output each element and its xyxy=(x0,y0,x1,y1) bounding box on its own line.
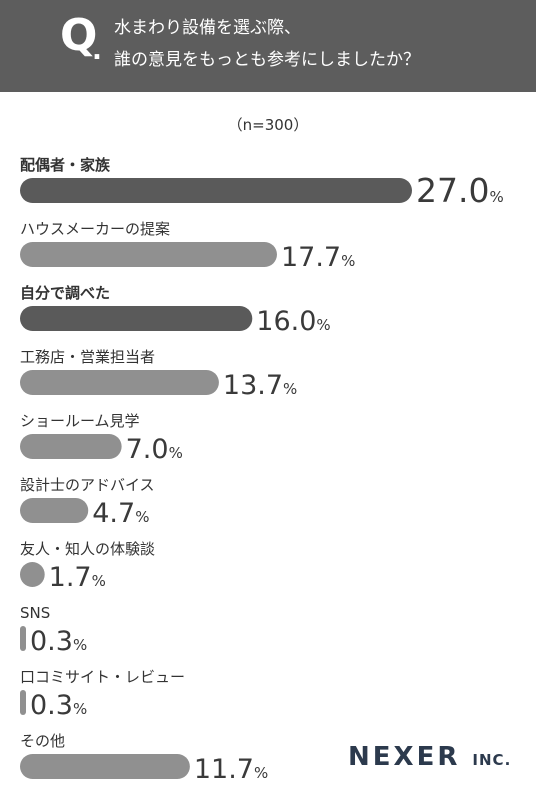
value-label: 27.0% xyxy=(416,171,504,210)
value-unit: % xyxy=(283,380,297,398)
value-unit: % xyxy=(92,572,106,590)
value-number: 1.7 xyxy=(49,562,92,593)
value-unit: % xyxy=(316,316,330,334)
category-label: 設計士のアドバイス xyxy=(20,476,155,494)
logo-main: NEXER xyxy=(348,742,461,772)
value-number: 17.7 xyxy=(281,242,341,273)
bar xyxy=(20,306,253,331)
question-line-1: 水まわり設備を選ぶ際、 xyxy=(114,18,301,38)
category-label: SNS xyxy=(20,604,50,622)
bar xyxy=(20,690,26,715)
sample-size-note: （n=300） xyxy=(227,116,309,134)
q-dot: . xyxy=(92,36,102,66)
category-label: ショールーム見学 xyxy=(20,412,140,430)
value-label: 0.3% xyxy=(30,626,87,657)
question-line-2: 誰の意見をもっとも参考にしましたか？ xyxy=(114,50,420,70)
value-label: 1.7% xyxy=(49,562,106,593)
value-unit: % xyxy=(73,636,87,654)
q-mark: Q xyxy=(60,10,98,61)
value-unit: % xyxy=(169,444,183,462)
value-number: 4.7 xyxy=(92,498,135,529)
value-unit: % xyxy=(135,508,149,526)
value-number: 0.3 xyxy=(30,626,73,657)
question-header: Q . 水まわり設備を選ぶ際、 誰の意見をもっとも参考にしましたか？ xyxy=(0,0,536,92)
bar xyxy=(20,178,412,203)
value-number: 7.0 xyxy=(126,434,169,465)
value-number: 0.3 xyxy=(30,690,73,721)
category-label: 自分で調べた xyxy=(20,284,110,302)
value-number: 16.0 xyxy=(256,306,316,337)
category-label: その他 xyxy=(20,732,65,750)
value-number: 27.0 xyxy=(416,171,489,210)
value-label: 0.3% xyxy=(30,690,87,721)
bar xyxy=(20,242,277,267)
nexer-logo: NEXER INC. xyxy=(348,744,511,770)
bar xyxy=(20,434,122,459)
bar xyxy=(20,754,190,779)
category-label: 口コミサイト・レビュー xyxy=(20,668,185,686)
bar xyxy=(20,498,89,523)
value-unit: % xyxy=(341,252,355,270)
value-unit: % xyxy=(73,700,87,718)
value-number: 13.7 xyxy=(223,370,283,401)
value-label: 13.7% xyxy=(223,370,297,401)
category-label: 配偶者・家族 xyxy=(20,156,111,174)
logo-suffix: INC. xyxy=(472,751,512,769)
value-unit: % xyxy=(254,764,268,782)
category-label: 友人・知人の体験談 xyxy=(20,540,155,558)
category-label: ハウスメーカーの提案 xyxy=(20,220,170,238)
bar xyxy=(20,626,26,651)
value-number: 11.7 xyxy=(194,754,254,785)
value-label: 11.7% xyxy=(194,754,268,785)
value-unit: % xyxy=(489,188,503,206)
bar xyxy=(20,370,219,395)
value-label: 4.7% xyxy=(92,498,149,529)
value-label: 7.0% xyxy=(126,434,183,465)
bar xyxy=(20,562,45,587)
category-label: 工務店・営業担当者 xyxy=(20,348,155,366)
value-label: 16.0% xyxy=(256,306,330,337)
value-label: 17.7% xyxy=(281,242,355,273)
